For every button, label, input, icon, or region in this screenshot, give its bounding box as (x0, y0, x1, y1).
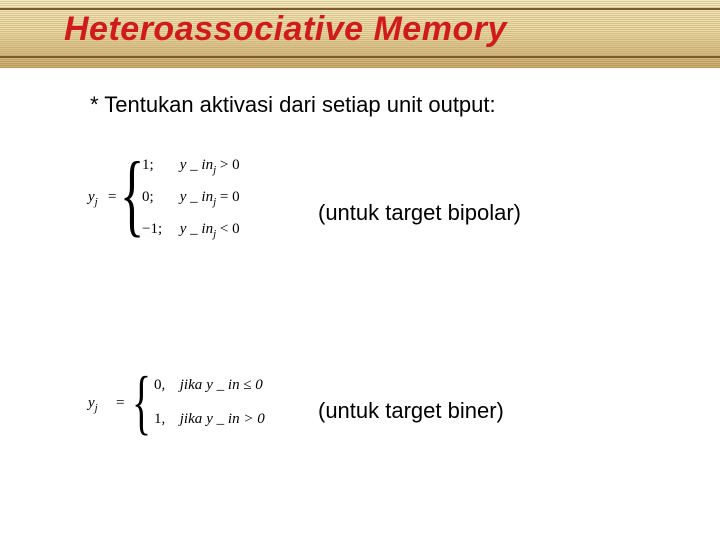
brace-icon: { (120, 148, 144, 240)
equals-sign: = (116, 396, 124, 411)
formula-caption-bipolar: (untuk target bipolar) (318, 200, 521, 226)
header-bottom-line (0, 56, 720, 58)
formula-caption-biner: (untuk target biner) (318, 398, 504, 424)
formula-lhs: yj (88, 190, 98, 208)
formula-bipolar: yj = { 1; y _ inj > 0 0; y _ inj = 0 −1;… (88, 150, 298, 250)
formula-lhs: yj (88, 396, 98, 414)
page-title: Heteroassociative Memory (64, 10, 507, 49)
case-row: 1, jikay _ in > 0 (154, 412, 265, 427)
case-row: 0; y _ inj = 0 (142, 190, 240, 208)
formula-biner: yj = { 0, jikay _ in ≤ 0 1, jikay _ in >… (88, 370, 318, 442)
bullet-text: * Tentukan aktivasi dari setiap unit out… (90, 92, 496, 118)
slide: Heteroassociative Memory * Tentukan akti… (0, 0, 720, 540)
brace-icon: { (132, 366, 151, 438)
case-row: 1; y _ inj > 0 (142, 158, 240, 176)
case-row: −1; y _ inj < 0 (142, 222, 240, 240)
equals-sign: = (108, 190, 116, 205)
case-row: 0, jikay _ in ≤ 0 (154, 378, 263, 393)
header-bar: Heteroassociative Memory (0, 0, 720, 68)
